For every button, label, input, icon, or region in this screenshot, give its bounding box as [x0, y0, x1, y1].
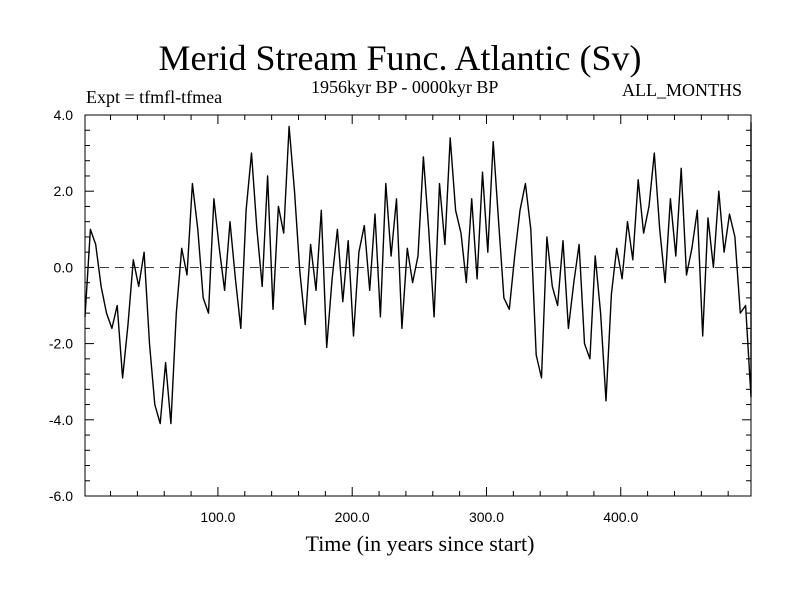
- plot-frame: [84, 114, 752, 497]
- x-tick-label: 200.0: [335, 509, 370, 525]
- axis-tick-labels: -6.0 -4.0 -2.0 0.0 2.0 4.0 100.0 200.0 300.0 400.…: [49, 107, 639, 525]
- y-tick-label: 4.0: [54, 107, 74, 123]
- experiment-label: Expt = tfmfl-tfmea: [86, 87, 223, 107]
- chart-title: Merid Stream Func. Atlantic (Sv): [158, 38, 642, 78]
- period-label: 1956kyr BP - 0000kyr BP: [311, 77, 499, 97]
- x-tick-label: 400.0: [603, 509, 638, 525]
- x-axis-label: Time (in years since start): [305, 531, 535, 556]
- months-label: ALL_MONTHS: [622, 80, 742, 100]
- y-tick-label: -4.0: [49, 412, 73, 428]
- y-tick-label: -6.0: [49, 488, 73, 504]
- y-tick-label: -2.0: [49, 336, 73, 352]
- y-tick-label: 0.0: [54, 259, 74, 275]
- x-tick-label: 100.0: [200, 509, 235, 525]
- series-line: [84, 121, 752, 425]
- axis-ticks: [85, 114, 751, 497]
- x-tick-label: 300.0: [469, 509, 504, 525]
- y-tick-label: 2.0: [54, 183, 74, 199]
